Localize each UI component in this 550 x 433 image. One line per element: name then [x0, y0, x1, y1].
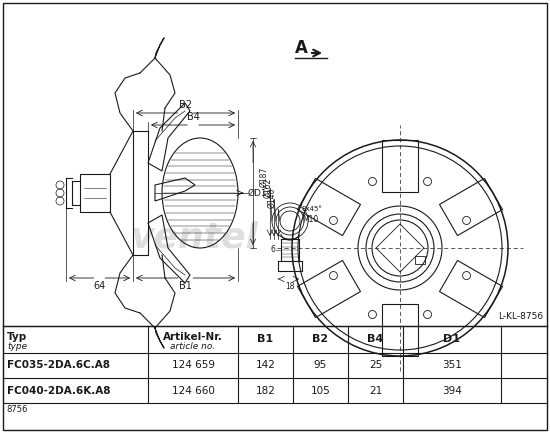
Text: 105: 105	[311, 385, 331, 395]
Text: 6: 6	[270, 246, 275, 255]
Text: Ø140: Ø140	[267, 187, 276, 208]
Text: 95: 95	[314, 361, 327, 371]
Text: Ø187: Ø187	[259, 167, 268, 187]
Text: type: type	[7, 342, 27, 351]
Text: 351: 351	[442, 361, 462, 371]
Text: Artikel-Nr.: Artikel-Nr.	[163, 332, 223, 342]
Text: Typ: Typ	[7, 332, 28, 342]
Text: B4: B4	[186, 112, 200, 122]
Text: 394: 394	[442, 385, 462, 395]
Text: ØD1: ØD1	[248, 188, 268, 197]
Text: 8756: 8756	[6, 405, 28, 414]
Text: article no.: article no.	[170, 342, 216, 351]
Text: ventel: ventel	[131, 221, 259, 255]
Text: 8x45°: 8x45°	[302, 206, 323, 212]
Text: D1: D1	[443, 335, 460, 345]
Text: 25: 25	[369, 361, 382, 371]
Text: 21: 21	[369, 385, 382, 395]
Text: 18: 18	[285, 282, 295, 291]
Text: M10: M10	[302, 214, 318, 223]
Text: FC035-2DA.6C.A8: FC035-2DA.6C.A8	[7, 361, 110, 371]
Text: B1: B1	[179, 281, 192, 291]
Text: Ø162: Ø162	[263, 178, 272, 198]
Text: FC040-2DA.6K.A8: FC040-2DA.6K.A8	[7, 385, 111, 395]
Text: 142: 142	[256, 361, 276, 371]
Text: B4: B4	[367, 335, 384, 345]
Text: B1: B1	[257, 335, 273, 345]
Text: B2: B2	[179, 100, 192, 110]
Text: 124 659: 124 659	[172, 361, 214, 371]
Text: 124 660: 124 660	[172, 385, 214, 395]
Text: B2: B2	[312, 335, 328, 345]
Text: 182: 182	[256, 385, 276, 395]
Text: A: A	[295, 39, 308, 57]
Text: L-KL-8756: L-KL-8756	[498, 312, 543, 321]
Text: 64: 64	[94, 281, 106, 291]
